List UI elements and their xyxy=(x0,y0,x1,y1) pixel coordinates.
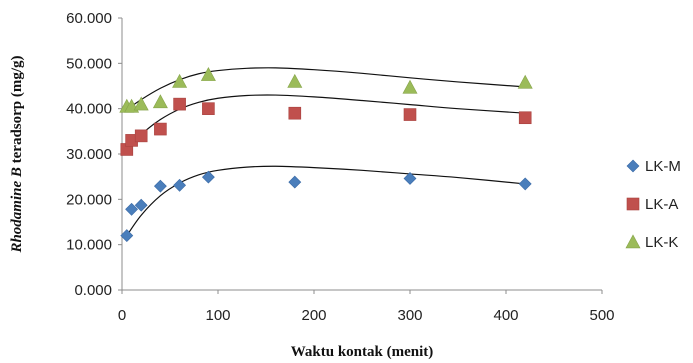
data-point-lk-a xyxy=(288,106,302,120)
x-axis-ticks: 0 100 200 300 400 500 xyxy=(118,290,615,324)
data-markers xyxy=(119,67,533,243)
data-point-lk-a xyxy=(518,111,532,125)
y-tick-label: 10.000 xyxy=(66,237,112,254)
data-point-lk-k xyxy=(517,74,533,89)
data-point-lk-m xyxy=(288,175,302,189)
y-tick-label: 40.000 xyxy=(66,101,112,118)
x-axis-title: Waktu kontak (menit) xyxy=(291,344,434,360)
trendlines xyxy=(126,67,526,236)
legend-marker-lk-k xyxy=(625,234,641,249)
data-point-lk-a xyxy=(202,102,215,115)
data-point-lk-m xyxy=(153,179,167,193)
y-axis-title: Rhodamine B teradsorp (mg/g) xyxy=(9,55,25,253)
data-point-lk-a xyxy=(173,97,186,111)
y-tick-label: 60.000 xyxy=(66,10,112,27)
data-point-lk-k xyxy=(287,73,303,88)
legend-label-lk-k: LK-K xyxy=(645,234,678,251)
data-point-lk-m xyxy=(403,172,417,185)
data-point-lk-k xyxy=(133,96,149,111)
legend: LK-M LK-A LK-K xyxy=(625,158,681,251)
trendline-lk-m xyxy=(126,165,526,236)
data-point-lk-m xyxy=(120,229,134,243)
trendline-lk-k xyxy=(126,67,526,111)
legend-label-lk-m: LK-M xyxy=(645,158,681,175)
data-point-lk-a xyxy=(154,122,167,136)
trendline-lk-a xyxy=(126,94,526,151)
data-point-lk-k xyxy=(152,94,168,109)
x-tick-label: 0 xyxy=(118,307,126,324)
y-tick-label: 0.000 xyxy=(74,282,112,299)
data-point-lk-a xyxy=(403,108,417,121)
x-tick-label: 400 xyxy=(493,307,518,324)
data-point-lk-m xyxy=(173,178,187,192)
data-point-lk-a xyxy=(134,129,148,143)
y-axis-title-italic: Rhodamine B xyxy=(9,167,25,253)
data-point-lk-k xyxy=(402,79,418,94)
legend-label-lk-a: LK-A xyxy=(645,196,678,213)
x-tick-label: 200 xyxy=(301,307,326,324)
y-tick-label: 20.000 xyxy=(66,191,112,208)
y-axis-title-rest: teradsorp (mg/g) xyxy=(9,55,25,167)
data-point-lk-m xyxy=(134,198,148,212)
legend-marker-lk-a xyxy=(626,197,640,211)
y-tick-label: 50.000 xyxy=(66,55,112,72)
data-point-lk-k xyxy=(200,67,216,81)
data-point-lk-m xyxy=(125,202,139,216)
x-tick-label: 100 xyxy=(205,307,230,324)
plot-area xyxy=(121,18,602,291)
data-point-lk-m xyxy=(518,177,532,191)
x-tick-label: 500 xyxy=(589,307,614,324)
legend-marker-lk-m xyxy=(626,159,640,173)
data-point-lk-m xyxy=(201,170,215,184)
x-tick-label: 300 xyxy=(397,307,422,324)
data-point-lk-k xyxy=(172,73,188,88)
y-axis-ticks: 0.000 10.000 20.000 30.000 40.000 50.000 60.00… xyxy=(66,10,122,299)
y-tick-label: 30.000 xyxy=(66,146,112,163)
